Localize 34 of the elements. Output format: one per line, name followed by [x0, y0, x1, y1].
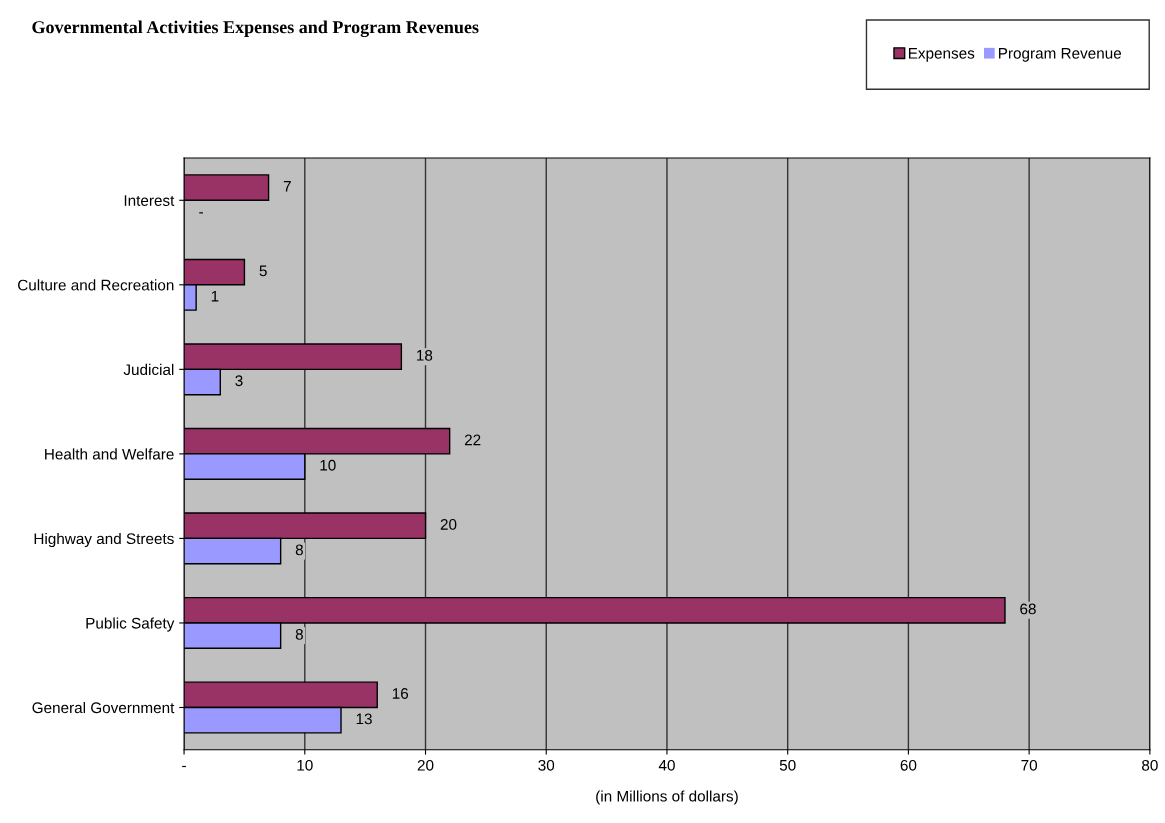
x-tick-label: 30 [538, 759, 555, 771]
x-axis-title: (in Millions of dollars) [596, 790, 738, 805]
data-label: 18 [417, 349, 433, 361]
x-tick-label: 10 [297, 759, 313, 771]
x-tick-label: 50 [779, 759, 796, 771]
y-tick-label: General Government [32, 701, 175, 714]
data-label: 16 [392, 688, 409, 699]
data-label: 20 [440, 519, 457, 530]
x-tick-label: 40 [658, 759, 675, 771]
data-label: 7 [283, 181, 291, 192]
data-label: 68 [1020, 603, 1036, 615]
x-tick-label: 70 [1021, 759, 1038, 771]
data-label: 8 [295, 628, 303, 640]
data-label: 22 [464, 434, 481, 446]
y-tick-label: Interest [124, 195, 175, 206]
data-label: 10 [320, 459, 336, 471]
y-tick-label: Highway and Streets [34, 532, 174, 548]
x-tick-label: 20 [417, 759, 434, 771]
y-tick-label: Public Safety [86, 617, 175, 632]
legend-label: Program Revenue [998, 48, 1122, 62]
x-tick-label: 60 [900, 759, 917, 771]
data-label: 5 [259, 265, 267, 277]
legend-label: Expenses [908, 48, 975, 62]
y-tick-label: Health and Welfare [45, 448, 174, 460]
x-tick-label: 80 [1142, 759, 1158, 771]
data-label: 8 [295, 544, 303, 556]
data-label: 13 [356, 713, 372, 725]
data-label: 3 [235, 375, 243, 387]
y-tick-label: Culture and Recreation [18, 279, 174, 291]
y-tick-label: Judicial [123, 363, 174, 376]
data-label: - [199, 212, 203, 214]
chart-title: Governmental Activities Expenses and Program Revenues [32, 20, 479, 38]
x-tick-label: - [182, 765, 186, 768]
data-label: 1 [211, 290, 219, 302]
